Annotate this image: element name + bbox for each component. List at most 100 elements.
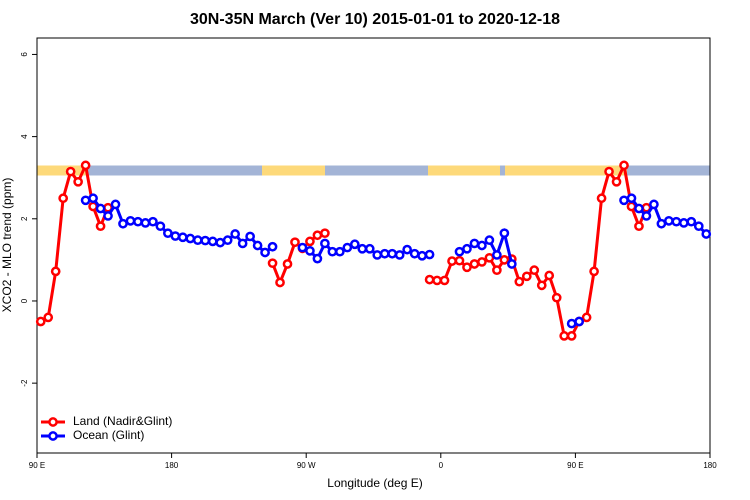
data-point: [305, 236, 315, 247]
data-point: [320, 228, 330, 239]
legend-label: Ocean (Glint): [73, 428, 144, 442]
data-point: [626, 193, 637, 204]
data-point: [634, 221, 644, 232]
data-point: [125, 215, 136, 226]
data-point: [611, 176, 622, 187]
data-point: [222, 235, 233, 246]
data-point: [163, 228, 173, 239]
data-point: [492, 265, 502, 276]
data-point: [424, 249, 435, 260]
data-point: [357, 243, 368, 254]
y-tick-label: 2: [20, 216, 29, 221]
data-point: [207, 236, 218, 247]
data-point: [312, 253, 323, 264]
data-point: [110, 199, 121, 210]
data-point: [230, 229, 241, 239]
data-point: [656, 218, 667, 229]
data-point: [589, 266, 599, 277]
data-point: [140, 218, 151, 228]
data-point: [514, 276, 525, 287]
x-tick-label: 180: [703, 461, 717, 470]
y-tick-label: 0: [20, 298, 29, 303]
data-point: [267, 241, 278, 252]
land-strip: [428, 165, 500, 176]
data-point: [80, 160, 91, 171]
data-point: [619, 160, 629, 171]
x-tick-label: 90 E: [29, 461, 45, 470]
data-point: [80, 195, 91, 206]
data-point: [200, 235, 211, 246]
data-point: [65, 166, 76, 177]
data-point: [379, 248, 390, 259]
data-point: [35, 316, 46, 327]
data-point: [469, 238, 480, 249]
data-point: [671, 216, 682, 227]
data-point: [686, 216, 697, 227]
land-ocean-strip: [37, 165, 710, 176]
data-point: [349, 239, 360, 250]
data-point: [559, 331, 570, 341]
data-point: [237, 238, 248, 249]
data-point: [394, 250, 405, 260]
land-strip: [505, 165, 627, 176]
data-point: [103, 211, 113, 221]
data-point: [484, 252, 495, 263]
data-point: [447, 256, 457, 266]
data-point: [282, 259, 293, 269]
data-point: [192, 235, 203, 246]
data-point: [177, 232, 188, 243]
data-point: [290, 237, 300, 248]
data-point: [439, 275, 450, 286]
x-tick-label: 180: [165, 461, 179, 470]
data-point: [260, 247, 270, 258]
data-point: [432, 275, 442, 286]
plot-frame: [36, 37, 711, 454]
data-point: [574, 316, 584, 327]
x-tick-label: 0: [439, 461, 444, 470]
data-point: [506, 259, 517, 269]
data-point: [649, 199, 659, 210]
data-point: [58, 193, 69, 204]
data-point: [484, 235, 495, 246]
data-point: [544, 270, 555, 281]
data-point: [148, 216, 158, 227]
data-point: [454, 246, 465, 257]
data-point: [305, 245, 315, 256]
chart-title: 30N-35N March (Ver 10) 2015-01-01 to 202…: [190, 11, 560, 28]
data-point: [402, 244, 412, 255]
data-point: [619, 195, 629, 206]
data-point: [596, 193, 607, 204]
y-tick-label: -2: [20, 379, 29, 387]
land-strip: [37, 165, 88, 176]
data-point: [342, 242, 353, 253]
data-point: [364, 243, 375, 254]
data-point: [297, 242, 308, 253]
data-point: [335, 246, 345, 257]
data-point: [454, 255, 465, 266]
series-line: [85, 196, 708, 326]
data-point: [170, 231, 181, 241]
data-point: [387, 248, 398, 259]
data-point: [312, 230, 323, 241]
data-point: [499, 255, 510, 265]
y-tick-label: 4: [20, 134, 29, 139]
data-point: [693, 221, 704, 232]
data-point: [185, 233, 196, 244]
data-point: [327, 246, 338, 257]
data-point: [155, 221, 166, 232]
data-point: [566, 331, 577, 341]
data-point: [118, 218, 128, 229]
data-point: [701, 229, 712, 239]
data-point: [551, 292, 562, 303]
y-axis-label: XCO2 - MLO trend (ppm): [0, 178, 14, 313]
data-point: [469, 259, 480, 269]
data-point: [604, 166, 614, 177]
legend-marker: [48, 431, 58, 441]
data-point: [678, 218, 689, 228]
data-point: [477, 240, 487, 251]
data-point: [252, 240, 263, 251]
legend-label: Land (Nadir&Glint): [73, 414, 172, 428]
data-point: [462, 262, 472, 273]
data-point: [95, 221, 106, 232]
